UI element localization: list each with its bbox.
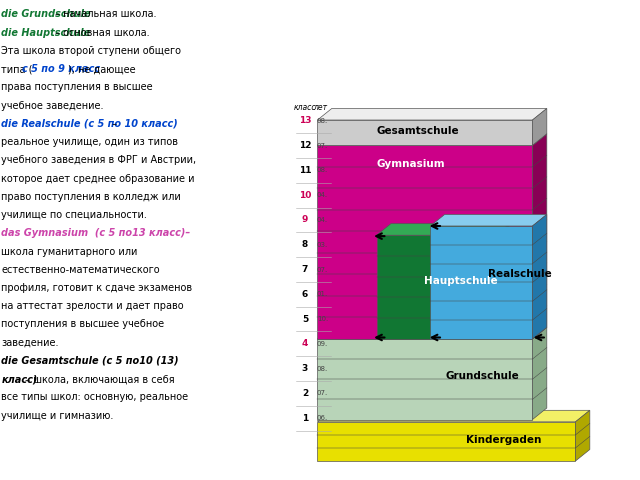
Text: 08.: 08. (317, 366, 328, 372)
Text: 03.: 03. (317, 242, 328, 248)
Polygon shape (317, 108, 547, 120)
Text: с 5 по 9 класс: с 5 по 9 класс (22, 64, 100, 74)
Text: das Gymnasium  (с 5 по13 класс)–: das Gymnasium (с 5 по13 класс)– (1, 228, 191, 238)
Text: 07.: 07. (317, 390, 328, 396)
Text: 01.: 01. (317, 291, 328, 297)
Text: 5: 5 (302, 314, 308, 324)
Text: которое дает среднее образование и: которое дает среднее образование и (1, 174, 195, 183)
Polygon shape (317, 422, 575, 461)
Text: Gymnasium: Gymnasium (376, 159, 445, 169)
Text: 04.: 04. (317, 217, 328, 223)
Text: – начальная школа.: – начальная школа. (52, 10, 156, 19)
Polygon shape (532, 108, 547, 145)
Polygon shape (532, 134, 547, 339)
Text: 08.: 08. (317, 118, 328, 124)
Text: поступления в высшее учебное: поступления в высшее учебное (1, 320, 164, 329)
Text: – школа, включающая в себя: – школа, включающая в себя (22, 374, 174, 384)
Text: Grundschule: Grundschule (445, 371, 519, 381)
Text: Эта школа второй ступени общего: Эта школа второй ступени общего (1, 46, 181, 56)
Text: die Gesamtschule (с 5 по10 (13): die Gesamtschule (с 5 по10 (13) (1, 356, 179, 366)
Polygon shape (376, 224, 509, 235)
Text: все типы школ: основную, реальное: все типы школ: основную, реальное (1, 393, 189, 402)
Text: 09.: 09. (317, 341, 328, 347)
Polygon shape (317, 145, 532, 339)
Polygon shape (430, 215, 547, 226)
Text: 2: 2 (302, 389, 308, 398)
Text: 08.: 08. (317, 168, 328, 173)
Polygon shape (317, 410, 590, 422)
Text: лет: лет (313, 103, 328, 111)
Text: die Hauptschule: die Hauptschule (1, 28, 91, 37)
Polygon shape (376, 235, 495, 339)
Text: 11: 11 (299, 166, 311, 175)
Text: Hauptschule: Hauptschule (424, 276, 498, 286)
Text: 7: 7 (301, 265, 308, 274)
Polygon shape (575, 410, 590, 461)
Text: класс: класс (294, 103, 316, 111)
Polygon shape (532, 215, 547, 339)
Text: Gesamtschule: Gesamtschule (376, 126, 459, 136)
Text: 13: 13 (299, 117, 311, 125)
Text: реальное училище, один из типов: реальное училище, один из типов (1, 137, 179, 147)
Text: учебное заведение.: учебное заведение. (1, 101, 104, 110)
Polygon shape (317, 327, 547, 339)
Text: 1: 1 (302, 414, 308, 422)
Text: профиля, готовит к сдаче экзаменов: профиля, готовит к сдаче экзаменов (1, 283, 193, 293)
Text: – основная школа.: – основная школа. (52, 28, 149, 37)
Polygon shape (317, 339, 532, 420)
Text: на аттестат зрелости и дает право: на аттестат зрелости и дает право (1, 301, 184, 311)
Text: 6: 6 (302, 290, 308, 299)
Text: заведение.: заведение. (1, 338, 59, 348)
Polygon shape (532, 327, 547, 420)
Polygon shape (317, 120, 532, 145)
Text: естественно-математического: естественно-математического (1, 265, 160, 275)
Text: die Grundschule: die Grundschule (1, 10, 91, 19)
Text: 04.: 04. (317, 192, 328, 198)
Text: 8: 8 (302, 240, 308, 249)
Text: 4: 4 (301, 339, 308, 348)
Polygon shape (430, 226, 532, 339)
Text: школа гуманитарного или: школа гуманитарного или (1, 247, 138, 256)
Polygon shape (317, 134, 547, 145)
Text: учебного заведения в ФРГ и Австрии,: учебного заведения в ФРГ и Австрии, (1, 156, 196, 165)
Text: типа (: типа ( (1, 64, 33, 74)
Text: 06.: 06. (317, 415, 328, 421)
Text: 07.: 07. (317, 266, 328, 273)
Text: класс): класс) (1, 374, 38, 384)
Text: права поступления в высшее: права поступления в высшее (1, 83, 153, 92)
Text: училище и гимназию.: училище и гимназию. (1, 411, 114, 420)
Text: 9: 9 (301, 216, 308, 225)
Text: 10.: 10. (317, 316, 328, 322)
Polygon shape (495, 224, 509, 339)
Text: –: – (109, 119, 116, 129)
Text: 10: 10 (299, 191, 311, 200)
Text: 12: 12 (299, 141, 311, 150)
Text: право поступления в колледж или: право поступления в колледж или (1, 192, 181, 202)
Text: ), не дающее: ), не дающее (68, 64, 136, 74)
Text: Realschule: Realschule (488, 269, 552, 279)
Text: 3: 3 (302, 364, 308, 373)
Text: 07.: 07. (317, 143, 328, 149)
Text: die Realschule (с 5 по 10 класс): die Realschule (с 5 по 10 класс) (1, 119, 178, 129)
Text: училище по специальности.: училище по специальности. (1, 210, 147, 220)
Text: Kindergaden: Kindergaden (466, 435, 541, 445)
